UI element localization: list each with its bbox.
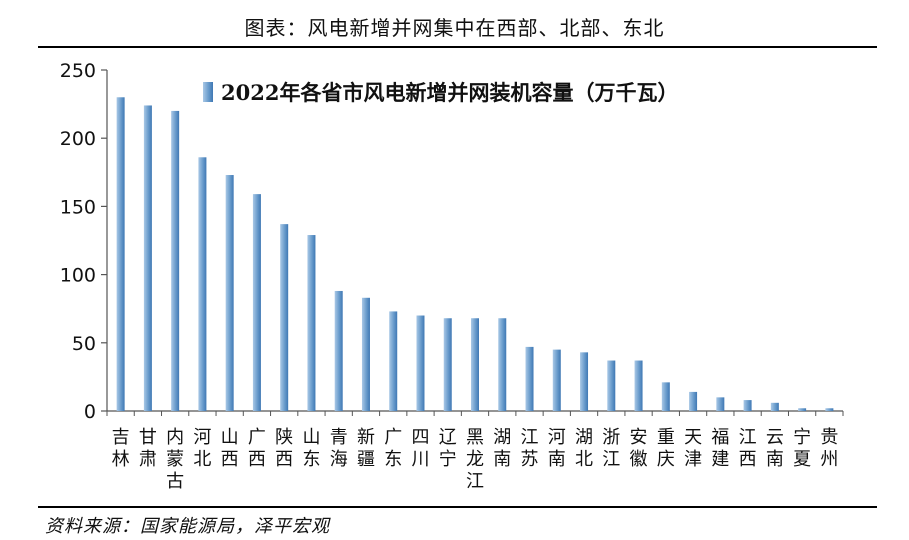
x-tick-label: 四川	[411, 427, 429, 470]
y-tick-label: 100	[60, 265, 96, 287]
top-rule	[38, 46, 877, 48]
bar-22	[716, 397, 725, 411]
x-tick-label: 新疆	[357, 427, 375, 470]
legend: 2022年各省市风电新增并网装机容量（万千瓦）	[203, 80, 678, 105]
x-tick-label: 江苏	[521, 427, 539, 470]
bar-1	[143, 105, 152, 412]
x-tick-label: 吉林	[112, 427, 130, 470]
figure-title: 图表：风电新增并网集中在西部、北部、东北	[244, 16, 665, 40]
x-tick-label: 广西	[248, 427, 266, 470]
bar-0	[116, 97, 125, 411]
x-tick-label: 内蒙古	[166, 427, 184, 492]
bar-16	[552, 349, 561, 411]
bottom-rule	[38, 506, 877, 508]
y-tick-label: 50	[72, 333, 96, 355]
bar-12	[443, 318, 452, 411]
bars	[116, 97, 834, 412]
x-tick-label: 山西	[221, 427, 239, 470]
bar-14	[498, 318, 507, 411]
bar-4	[225, 175, 234, 411]
bar-18	[607, 360, 616, 411]
bar-23	[743, 400, 752, 411]
x-tick-label: 宁夏	[793, 427, 811, 470]
bar-chart: 0 50 100 150 200 250 吉林甘肃内蒙古河北山西广西陕西山东青海新疆广东四…	[60, 60, 844, 492]
x-tick-label: 浙江	[602, 427, 620, 470]
legend-label: 2022年各省市风电新增并网装机容量（万千瓦）	[221, 80, 678, 105]
x-tick-label: 重庆	[657, 427, 675, 470]
y-tick-label: 200	[60, 128, 96, 150]
x-tick-label: 湖北	[575, 427, 593, 470]
bar-17	[580, 352, 589, 411]
x-tick-label: 陕西	[275, 427, 293, 470]
x-tick-label: 甘肃	[139, 427, 157, 470]
x-tick-label: 山东	[302, 427, 320, 470]
x-tick-label: 福建	[711, 427, 729, 470]
x-tick-label: 江西	[739, 427, 757, 470]
y-axis: 0 50 100 150 200 250	[60, 60, 108, 423]
x-tick-label: 青海	[330, 427, 348, 470]
legend-swatch	[203, 82, 213, 102]
bar-20	[661, 382, 670, 411]
x-tick-label: 贵州	[820, 427, 838, 470]
x-tick-label: 安徽	[630, 427, 648, 470]
bar-11	[416, 315, 425, 411]
bar-21	[689, 391, 698, 411]
bar-24	[770, 402, 779, 411]
bar-9	[361, 297, 370, 411]
x-tick-label: 河南	[548, 427, 566, 470]
x-tick-label: 湖南	[493, 427, 511, 470]
bar-7	[307, 235, 316, 411]
x-tick-label: 辽宁	[439, 427, 457, 470]
bar-5	[252, 194, 261, 411]
bar-6	[280, 224, 289, 411]
y-tick-label: 150	[60, 196, 96, 218]
x-tick-label: 广东	[384, 427, 402, 470]
x-tick-label: 河北	[193, 427, 211, 470]
y-tick-label: 0	[84, 401, 96, 423]
bar-10	[389, 311, 398, 411]
bar-13	[471, 318, 479, 411]
x-axis: 吉林甘肃内蒙古河北山西广西陕西山东青海新疆广东四川辽宁黑龙江湖南江苏河南湖北浙江…	[106, 410, 844, 492]
bar-26	[825, 408, 834, 411]
x-tick-label: 黑龙江	[466, 427, 484, 492]
x-tick-label: 天津	[684, 427, 702, 470]
bar-19	[634, 360, 643, 411]
bar-15	[525, 346, 534, 411]
bar-25	[798, 408, 807, 411]
x-tick-label: 云南	[766, 427, 784, 470]
source-note: 资料来源：国家能源局，泽平宏观	[45, 516, 330, 537]
y-tick-label: 250	[60, 60, 96, 82]
bar-3	[198, 157, 207, 411]
bar-8	[334, 290, 343, 411]
bar-2	[171, 110, 180, 412]
